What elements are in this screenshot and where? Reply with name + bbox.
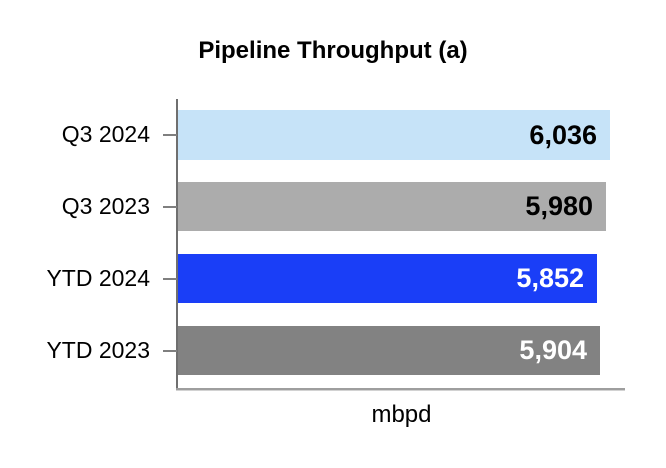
x-axis-title: mbpd: [371, 401, 432, 428]
bar-q3-2024: 6,036: [178, 110, 610, 160]
bar-value-label: 5,852: [516, 263, 584, 293]
bar-ytd-2023: 5,904: [178, 326, 600, 375]
category-label: YTD 2024: [46, 264, 150, 291]
x-axis-line: [176, 388, 625, 390]
y-axis-line: [176, 99, 178, 390]
bar-q3-2023: 5,980: [178, 182, 606, 231]
chart-title: Pipeline Throughput (a): [198, 37, 468, 64]
bar-value-label: 5,904: [519, 335, 587, 365]
bar-ytd-2024: 5,852: [178, 254, 597, 303]
category-label: Q3 2023: [61, 192, 150, 219]
y-axis-tick: [163, 134, 177, 136]
category-label: YTD 2023: [46, 336, 150, 363]
bar-value-label: 6,036: [529, 119, 597, 150]
bar-value-label: 5,980: [525, 191, 593, 221]
y-axis-tick: [163, 277, 177, 280]
y-axis-tick: [163, 349, 177, 352]
category-label: Q3 2024: [61, 121, 150, 147]
y-axis-tick: [163, 205, 177, 208]
